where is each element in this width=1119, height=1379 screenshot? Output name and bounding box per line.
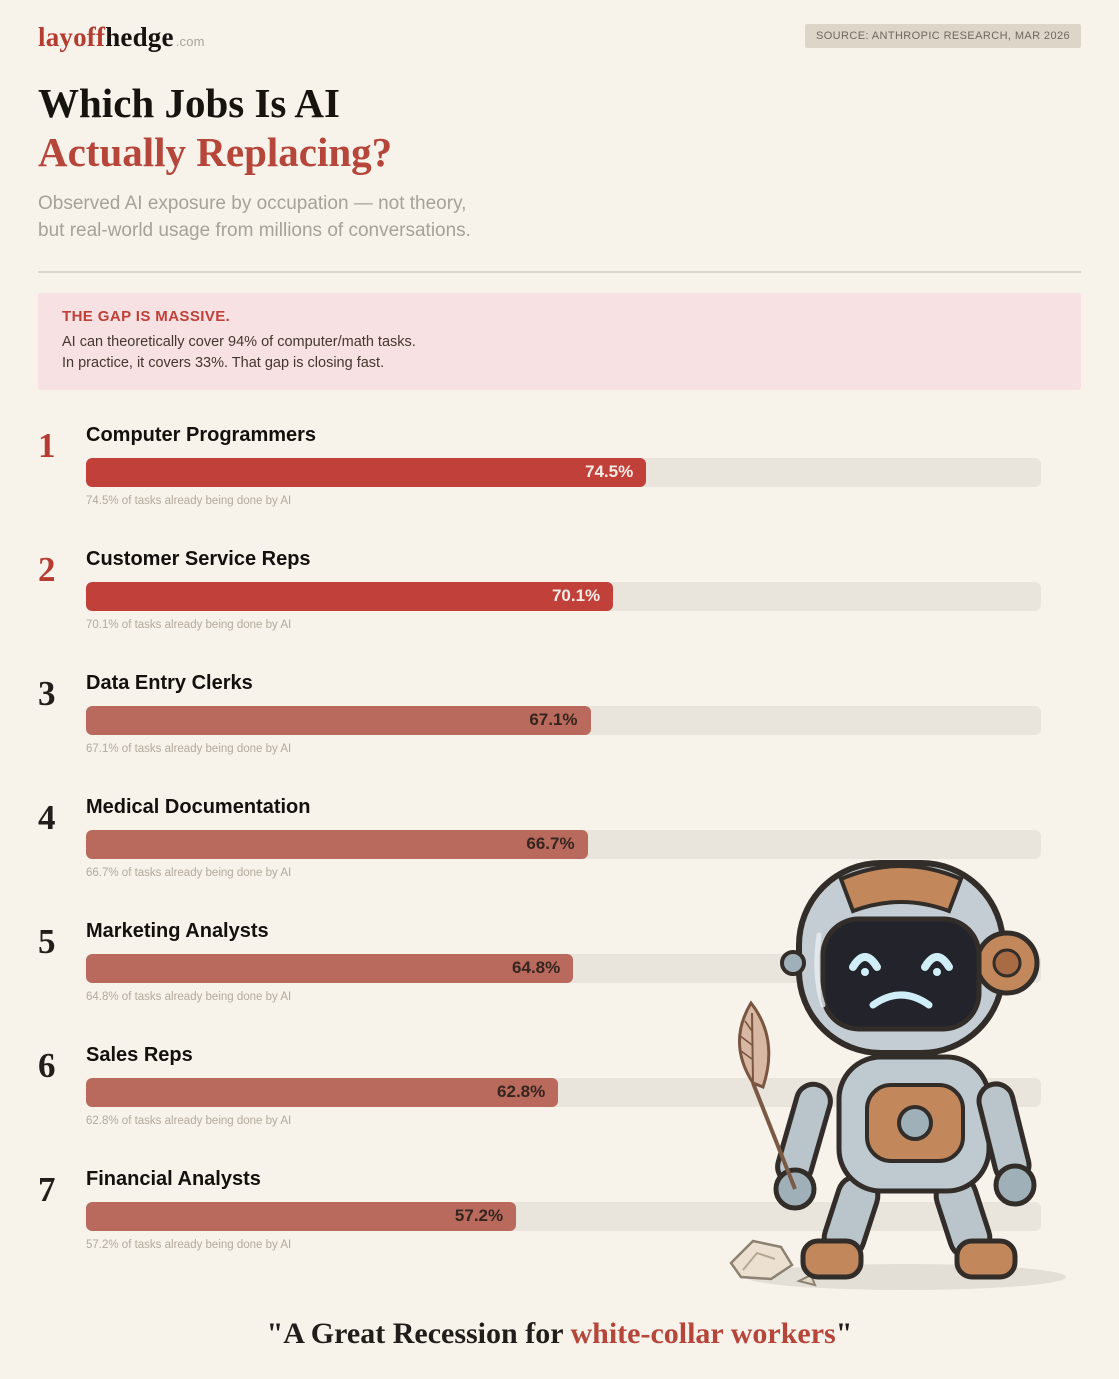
occupation-label: Sales Reps — [86, 1043, 193, 1066]
logo-suffix: .com — [175, 34, 205, 49]
bar-track: 62.8% — [86, 1077, 1041, 1107]
bar-value-label: 70.1% — [551, 586, 601, 606]
bar-caption: 67.1% of tasks already being done by AI — [86, 742, 292, 755]
chart-row: 3 Data Entry Clerks 67.1% 67.1% of tasks… — [38, 672, 1041, 755]
bar-caption: 57.2% of tasks already being done by AI — [86, 1238, 292, 1251]
rank-number: 1 — [38, 425, 56, 465]
bar-caption: 62.8% of tasks already being done by AI — [86, 1114, 292, 1127]
footer-quote: "A Great Recession for white-collar work… — [0, 1317, 1119, 1351]
bar-chart: 1 Computer Programmers 74.5% 74.5% of ta… — [38, 424, 1081, 1251]
divider — [38, 270, 1081, 273]
rank-number: 2 — [38, 549, 56, 589]
bar-caption: 70.1% of tasks already being done by AI — [86, 618, 292, 631]
bar-value-label: 66.7% — [526, 834, 575, 854]
bar-value-label: 74.5% — [584, 462, 634, 482]
chart-row: 1 Computer Programmers 74.5% 74.5% of ta… — [38, 424, 1041, 507]
occupation-label: Computer Programmers — [86, 423, 317, 446]
chart-row: 6 Sales Reps 62.8% 62.8% of tasks alread… — [38, 1044, 1041, 1127]
subtitle-line-1: Observed AI exposure by occupation — not… — [38, 193, 467, 215]
callout-line-2: In practice, it covers 33%. That gap is … — [62, 354, 385, 371]
occupation-label: Data Entry Clerks — [86, 671, 253, 694]
header: layoffhedge .com SOURCE: ANTHROPIC RESEAR… — [38, 22, 1081, 53]
bar-track: 57.2% — [86, 1201, 1041, 1231]
bar-caption: 66.7% of tasks already being done by AI — [86, 866, 292, 879]
occupation-label: Medical Documentation — [86, 795, 311, 818]
chart-row: 2 Customer Service Reps 70.1% 70.1% of t… — [38, 548, 1041, 631]
quote-suffix: " — [835, 1317, 853, 1350]
quote-highlight: white-collar workers — [570, 1317, 836, 1350]
rank-number: 6 — [38, 1045, 56, 1085]
bar-fill: 57.2% — [86, 1201, 517, 1231]
title-line-2: Actually Replacing? — [38, 129, 393, 176]
chart-row: 4 Medical Documentation 66.7% 66.7% of t… — [38, 796, 1041, 879]
bar-track: 64.8% — [86, 953, 1041, 983]
page-title: Which Jobs Is AI Actually Replacing? — [38, 79, 1081, 177]
occupation-label: Customer Service Reps — [86, 547, 311, 570]
bar-fill: 66.7% — [86, 829, 588, 859]
title-line-1: Which Jobs Is AI — [38, 80, 340, 126]
bar-track: 66.7% — [86, 829, 1041, 859]
bar-fill: 62.8% — [86, 1077, 559, 1107]
bar-value-label: 64.8% — [512, 958, 561, 978]
logo-part-layoff: layoff — [38, 22, 106, 52]
bar-fill: 74.5% — [86, 457, 647, 487]
bar-caption: 64.8% of tasks already being done by AI — [86, 990, 292, 1003]
bar-track: 74.5% — [86, 457, 1041, 487]
bar-value-label: 67.1% — [529, 710, 578, 730]
bar-value-label: 57.2% — [454, 1206, 504, 1226]
bar-fill: 67.1% — [86, 705, 591, 735]
callout-box: THE GAP IS MASSIVE. AI can theoretically… — [38, 292, 1081, 390]
source-badge: SOURCE: ANTHROPIC RESEARCH, MAR 2026 — [804, 24, 1081, 48]
bar-fill: 70.1% — [86, 581, 614, 611]
chart-row: 5 Marketing Analysts 64.8% 64.8% of task… — [38, 920, 1041, 1003]
logo-part-hedge: hedge — [105, 22, 174, 52]
chart-row: 7 Financial Analysts 57.2% 57.2% of task… — [38, 1168, 1041, 1251]
bar-caption: 74.5% of tasks already being done by AI — [86, 494, 292, 507]
site-logo: layoffhedge .com — [38, 22, 205, 53]
subtitle: Observed AI exposure by occupation — not… — [38, 191, 1081, 244]
occupation-label: Marketing Analysts — [86, 919, 269, 942]
bar-track: 67.1% — [86, 705, 1041, 735]
subtitle-line-2: but real-world usage from millions of co… — [38, 219, 471, 241]
rank-number: 7 — [38, 1169, 56, 1209]
callout-heading: THE GAP IS MASSIVE. — [62, 307, 231, 325]
callout-line-1: AI can theoretically cover 94% of comput… — [62, 333, 416, 350]
bar-fill: 64.8% — [86, 953, 574, 983]
quote-prefix: "A Great Recession for — [266, 1317, 571, 1350]
rank-number: 4 — [38, 797, 56, 837]
occupation-label: Financial Analysts — [86, 1167, 261, 1190]
bar-value-label: 62.8% — [497, 1082, 546, 1102]
rank-number: 5 — [38, 921, 56, 961]
bar-track: 70.1% — [86, 581, 1041, 611]
rank-number: 3 — [38, 673, 56, 713]
